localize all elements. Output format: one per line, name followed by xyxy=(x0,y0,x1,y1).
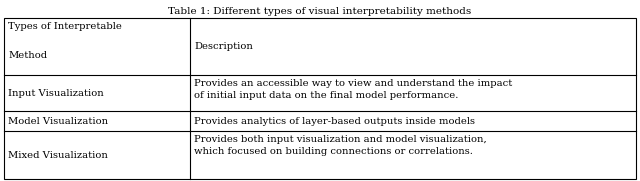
Text: Table 1: Different types of visual interpretability methods: Table 1: Different types of visual inter… xyxy=(168,7,472,16)
Text: Provides both input visualization and model visualization,
which focused on buil: Provides both input visualization and mo… xyxy=(195,135,487,156)
Text: Mixed Visualization: Mixed Visualization xyxy=(8,150,108,159)
Text: Description: Description xyxy=(195,42,253,51)
Text: Provides an accessible way to view and understand the impact
of initial input da: Provides an accessible way to view and u… xyxy=(195,79,513,100)
Bar xyxy=(4,18,636,179)
Text: Model Visualization: Model Visualization xyxy=(8,117,108,125)
Text: Provides analytics of layer-based outputs inside models: Provides analytics of layer-based output… xyxy=(195,117,476,125)
Text: Types of Interpretable

Method: Types of Interpretable Method xyxy=(8,22,122,60)
Text: Input Visualization: Input Visualization xyxy=(8,89,104,98)
